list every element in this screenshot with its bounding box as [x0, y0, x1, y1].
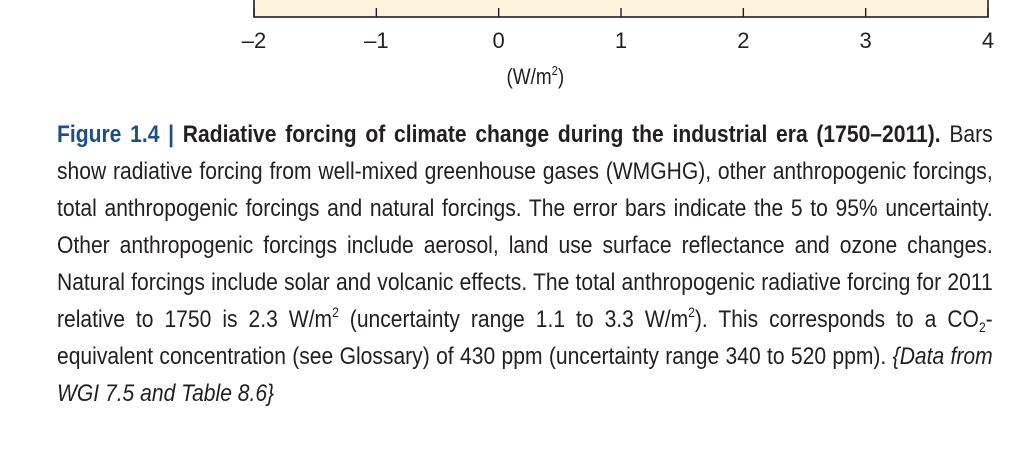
caption-text: Bars show radiative forcing from well-mi…: [57, 121, 993, 333]
x-tick-label: 2: [737, 28, 749, 53]
x-tick-label: 4: [982, 28, 994, 53]
x-tick-label: 3: [860, 28, 872, 53]
x-tick-label: –1: [364, 28, 388, 53]
x-axis-ticks: –2 –1 0 1 2 3 4: [242, 8, 994, 53]
chart-axis-area: –2 –1 0 1 2 3 4: [242, 0, 994, 53]
source-reference: {Data from WGI 7.5 and Table 8.6}: [57, 343, 993, 407]
x-tick-label: 0: [493, 28, 505, 53]
x-tick-label: –2: [242, 28, 266, 53]
figure-caption: Figure 1.4 | Radiative forcing of climat…: [57, 121, 993, 407]
figure-number: Figure 1.4 |: [57, 121, 175, 148]
x-axis-label: (W/m2): [506, 63, 565, 89]
x-tick-label: 1: [615, 28, 627, 53]
figure-title: Radiative forcing of climate change duri…: [182, 121, 941, 148]
